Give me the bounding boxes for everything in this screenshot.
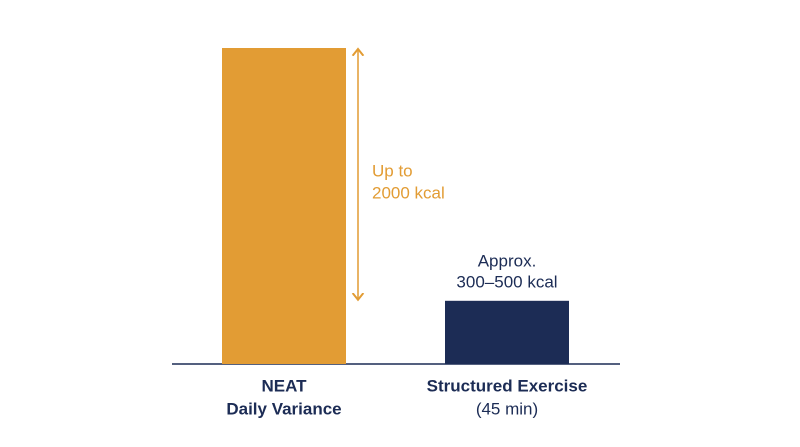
value-label: 2000 kcal [372, 183, 445, 202]
value-label: Approx. [478, 251, 537, 270]
bar [445, 300, 569, 364]
x-tick-label: (45 min) [476, 399, 538, 418]
value-label: Up to [372, 161, 413, 180]
value-label: 300–500 kcal [456, 272, 557, 291]
x-tick-label: Structured Exercise [427, 376, 588, 395]
x-tick-label: NEAT [261, 376, 307, 395]
x-tick-label: Daily Variance [226, 399, 341, 418]
bar [222, 48, 346, 364]
